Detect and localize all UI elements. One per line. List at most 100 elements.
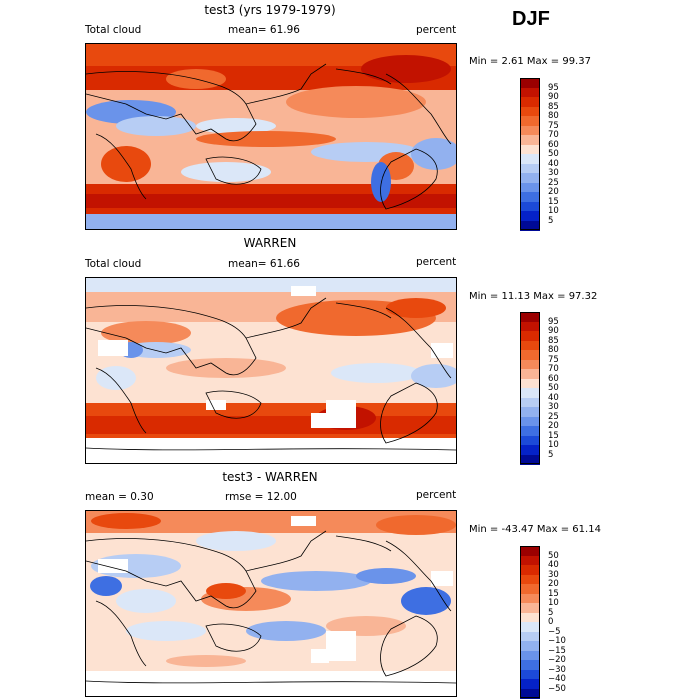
colorbar-swatch <box>520 426 540 436</box>
colorbar-swatch <box>520 331 540 341</box>
panel-1-variable-label: Total cloud <box>85 24 142 36</box>
panel-2-title: WARREN <box>243 236 297 250</box>
colorbar-tick-label: 50 <box>548 383 559 393</box>
colorbar-frame <box>520 546 540 698</box>
panel-2-fields <box>86 278 456 463</box>
colorbar-swatch <box>520 321 540 332</box>
colorbar-tick-label: 90 <box>548 92 559 102</box>
panel-3-coastlines <box>86 530 456 684</box>
colorbar-swatch <box>520 144 540 155</box>
colorbar-tick-label: 20 <box>548 187 559 197</box>
panel-1-units-label: percent <box>416 24 457 36</box>
panel-2-mean-label: mean= 61.66 <box>228 258 300 270</box>
colorbar-swatch <box>520 359 540 370</box>
colorbar-swatch <box>520 397 540 408</box>
colorbar-swatch <box>520 622 540 632</box>
panel-3-title: test3 - WARREN <box>222 470 318 484</box>
colorbar-swatch <box>520 435 540 446</box>
colorbar-tick-label: 5 <box>548 449 554 460</box>
colorbar-tick-label: 85 <box>548 101 559 112</box>
season-label: DJF <box>512 8 550 30</box>
panel-3-units-label: percent <box>416 489 457 501</box>
colorbar-swatch <box>520 669 540 680</box>
colorbar-tick-label: 80 <box>548 111 559 121</box>
colorbar-swatch <box>520 182 540 193</box>
panel-3-map <box>85 510 457 697</box>
panel-2-variable-label: Total cloud <box>85 258 142 270</box>
colorbar-swatch <box>520 369 540 379</box>
colorbar-tick-label: 75 <box>548 354 559 365</box>
panel-1-mean-label: mean= 61.96 <box>228 24 300 36</box>
colorbar-tick-label: 95 <box>548 82 559 93</box>
colorbar-swatch <box>520 211 540 221</box>
panel-1-coastlines <box>86 63 452 210</box>
panel-1-minmax: Min = 2.61 Max = 99.37 <box>469 56 591 67</box>
panel-2-coastlines <box>86 297 456 451</box>
colorbar-swatch <box>520 106 540 117</box>
colorbar-tick-label: 95 <box>548 316 559 327</box>
colorbar-swatch <box>520 584 540 594</box>
colorbar-swatch <box>520 660 540 670</box>
colorbar-swatch <box>520 154 540 164</box>
colorbar-swatch <box>520 650 540 661</box>
colorbar-tick-label: 10 <box>548 206 559 216</box>
colorbar-swatch <box>520 125 540 136</box>
colorbar-tick-label: 5 <box>548 607 554 618</box>
colorbar-swatch <box>520 201 540 212</box>
colorbar-tick-label: 85 <box>548 335 559 346</box>
colorbar-tick-label: 20 <box>548 421 559 431</box>
panel-1-title: test3 (yrs 1979-1979) <box>204 3 336 17</box>
panel-2-units-label: percent <box>416 256 457 268</box>
colorbar-swatch <box>520 163 540 174</box>
colorbar-tick-label: 60 <box>548 139 559 150</box>
colorbar-tick-label: −10 <box>548 636 566 646</box>
colorbar-swatch <box>520 574 540 585</box>
colorbar-swatch <box>520 378 540 389</box>
colorbar-tick-label: −40 <box>548 674 566 684</box>
colorbar-swatch <box>520 340 540 351</box>
colorbar-swatch <box>520 565 540 575</box>
colorbar-tick-label: 10 <box>548 440 559 450</box>
colorbar-tick-label: 15 <box>548 430 559 441</box>
colorbar-tick-label: 30 <box>548 569 559 580</box>
colorbar-tick-label: 30 <box>548 168 559 178</box>
colorbar-swatch <box>520 603 540 613</box>
panel-1-map-svg <box>86 44 456 229</box>
colorbar-swatch <box>520 135 540 145</box>
panel-1-map <box>85 43 457 230</box>
colorbar-tick-label: 70 <box>548 364 559 374</box>
colorbar-swatch <box>520 454 540 465</box>
colorbar-swatch <box>520 546 540 556</box>
colorbar-tick-label: −30 <box>548 664 566 675</box>
colorbar-swatch <box>520 192 540 202</box>
colorbar-tick-label: 25 <box>548 177 559 188</box>
colorbar-tick-label: −5 <box>548 626 561 637</box>
colorbar-swatch <box>520 407 540 417</box>
colorbar-swatch <box>520 631 540 642</box>
colorbar-tick-label: 20 <box>548 579 559 589</box>
colorbar-tick-label: −50 <box>548 683 566 694</box>
panel-3-mean-label: mean = 0.30 <box>85 491 154 503</box>
colorbar-tick-label: 80 <box>548 345 559 355</box>
colorbar-tick-label: 70 <box>548 130 559 140</box>
colorbar-swatch <box>520 87 540 98</box>
colorbar-swatch <box>520 679 540 689</box>
colorbar-tick-label: 60 <box>548 373 559 384</box>
panel-3-minmax: Min = -43.47 Max = 61.14 <box>469 524 601 535</box>
colorbar-swatch <box>520 641 540 651</box>
colorbar-tick-label: −15 <box>548 645 566 656</box>
panel-1-fields <box>86 44 456 229</box>
colorbar-swatch <box>520 593 540 604</box>
colorbar-swatch <box>520 388 540 398</box>
colorbar-tick-label: 15 <box>548 196 559 207</box>
colorbar-swatch <box>520 220 540 231</box>
colorbar-swatch <box>520 555 540 566</box>
colorbar-swatch <box>520 173 540 183</box>
colorbar-tick-label: 25 <box>548 411 559 422</box>
colorbar-tick-label: 75 <box>548 120 559 131</box>
panel-2-map-svg <box>86 278 456 463</box>
colorbar-tick-label: 90 <box>548 326 559 336</box>
colorbar-swatch <box>520 445 540 455</box>
colorbar-tick-label: 30 <box>548 402 559 412</box>
colorbar-swatch <box>520 688 540 699</box>
